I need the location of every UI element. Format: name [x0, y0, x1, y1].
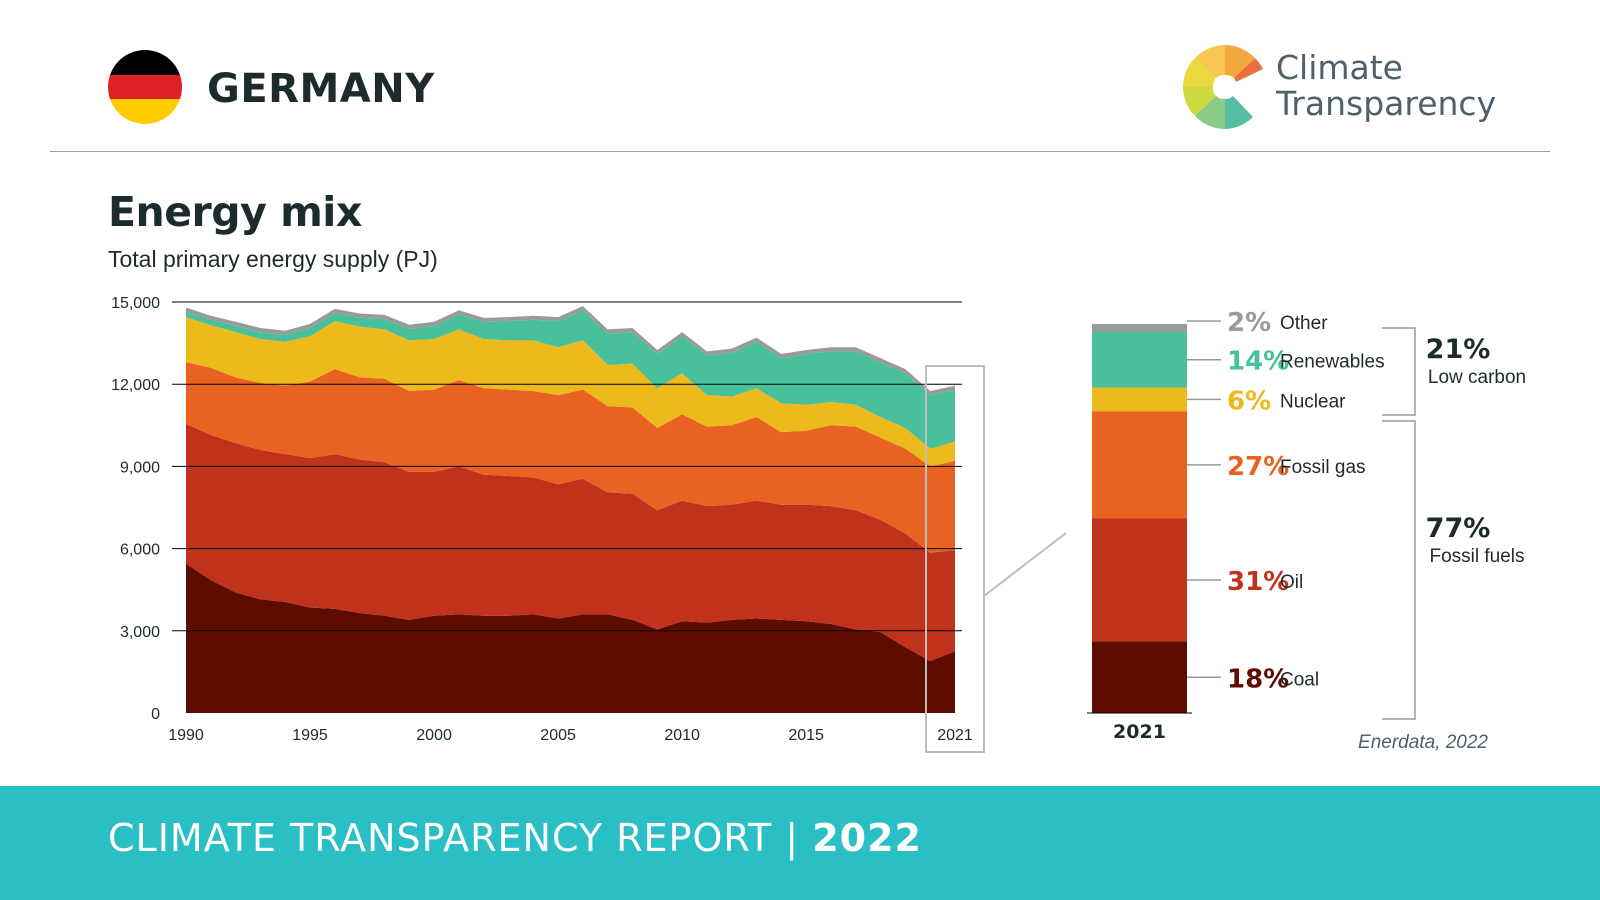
area-nuclear	[186, 317, 955, 467]
y-tick-label: 3,000	[120, 624, 160, 641]
bar-series-label: Fossil gas	[1280, 457, 1366, 478]
bar-series-label: Coal	[1280, 669, 1319, 690]
bar-percent-label: 31%	[1227, 567, 1289, 597]
bar-year-label: 2021	[1113, 721, 1166, 743]
bar-percent-label: 27%	[1227, 452, 1289, 482]
group-label: Low carbon	[1428, 367, 1526, 388]
x-tick-label: 2015	[788, 727, 824, 744]
bar-series-label: Nuclear	[1280, 391, 1346, 412]
y-tick-label: 0	[151, 706, 160, 723]
bar-series-label: Other	[1280, 313, 1328, 334]
x-tick-label: 2021	[937, 727, 973, 744]
footer-banner: CLIMATE TRANSPARENCY REPORT | 2022	[0, 786, 1600, 900]
bar-segment-coal	[1092, 641, 1187, 713]
logo-wordmark: Climate Transparency	[1276, 50, 1496, 122]
bar-series-label: Oil	[1280, 572, 1303, 593]
highlight-box-2021	[925, 365, 985, 753]
x-tick-label: 2005	[540, 727, 576, 744]
bracket-low-carbon	[1382, 327, 1416, 416]
area-coal	[186, 563, 955, 713]
climate-transparency-logo-icon	[1183, 45, 1263, 129]
x-tick-label: 2000	[416, 727, 452, 744]
footer-year: 2022	[812, 816, 922, 860]
bar-percent-label: 6%	[1227, 386, 1271, 416]
bar-segment-fossil-gas	[1092, 411, 1187, 519]
x-tick-label: 2010	[664, 727, 700, 744]
bar-segment-renewables	[1092, 331, 1187, 388]
footer-title: CLIMATE TRANSPARENCY REPORT | 2022	[108, 816, 922, 860]
bar-percent-label: 14%	[1227, 347, 1289, 377]
connector-line	[983, 532, 1067, 597]
group-label: Fossil fuels	[1429, 546, 1524, 567]
area-fossil-gas	[186, 362, 955, 553]
bar-series-label: Renewables	[1280, 352, 1385, 373]
bar-percent-label: 18%	[1227, 664, 1289, 694]
footer-report-name: CLIMATE TRANSPARENCY REPORT |	[108, 816, 800, 860]
group-brackets: 21%Low carbon 77%Fossil fuels	[1382, 327, 1526, 720]
stacked-bar-2021: 18%Coal 31%Oil 27%Fossil gas 6% Nuclear 14%Re…	[1087, 308, 1385, 743]
gridlines: 0 3,000 6,000 9,000 12,000 15,000	[111, 295, 962, 723]
area-series-group	[186, 306, 955, 713]
bar-segment-other	[1092, 324, 1187, 332]
area-renewables	[186, 310, 955, 449]
y-tick-label: 12,000	[111, 377, 160, 394]
country-name: GERMANY	[207, 66, 435, 112]
bar-segment-nuclear	[1092, 387, 1187, 412]
x-tick-label: 1990	[168, 727, 204, 744]
y-tick-label: 15,000	[111, 295, 160, 312]
header-divider	[50, 151, 1550, 152]
x-axis: 1990 1995 2000 2005 2010 2015 2021	[168, 727, 973, 744]
section-title: Energy mix	[108, 188, 362, 236]
group-percent-label: 77%	[1426, 513, 1491, 544]
logo-line-2: Transparency	[1276, 84, 1497, 123]
source-label: Enerdata, 2022	[1358, 732, 1488, 753]
y-tick-label: 6,000	[120, 542, 160, 559]
chart-title: Total primary energy supply (PJ)	[108, 246, 438, 272]
x-tick-label: 1995	[292, 727, 328, 744]
bar-segment-oil	[1092, 518, 1187, 642]
bar-percent-label: 2%	[1227, 308, 1271, 338]
group-percent-label: 21%	[1426, 334, 1491, 365]
logo-line-1: Climate	[1276, 48, 1403, 87]
flag-stripe-red	[108, 74, 182, 100]
energy-mix-chart: 0 3,000 6,000 9,000 12,000 15,000 1990 1995 2000…	[111, 295, 1526, 753]
bracket-fossil-fuels	[1382, 420, 1416, 720]
y-tick-label: 9,000	[120, 459, 160, 476]
area-oil	[186, 423, 955, 661]
